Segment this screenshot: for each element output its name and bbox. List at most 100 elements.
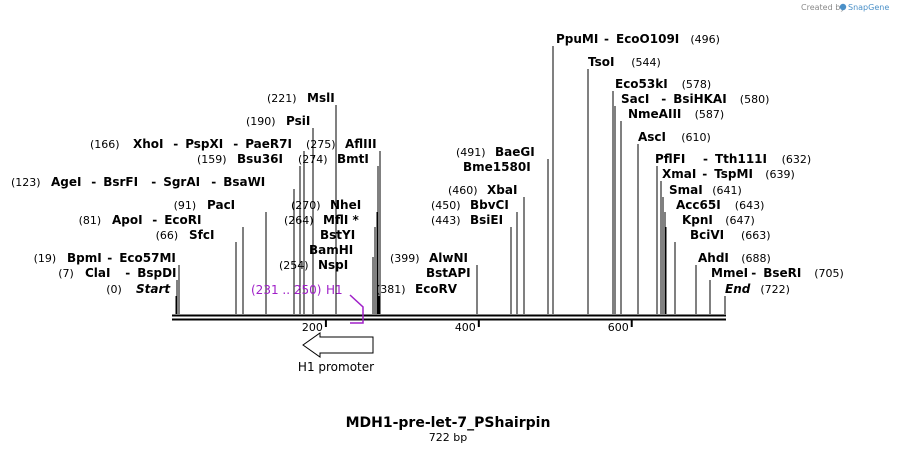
site-position: (254)	[279, 259, 309, 272]
site-position: (123)	[11, 176, 41, 189]
enzyme-name: ClaI	[85, 266, 110, 280]
map-length: 722 bp	[429, 431, 467, 444]
enzyme-name: Start	[136, 282, 171, 296]
enzyme-name: BamHI	[309, 243, 353, 257]
site-position: (643)	[735, 199, 765, 212]
enzyme-name: PaeR7I	[245, 137, 292, 151]
site-position: (632)	[782, 153, 812, 166]
enzyme-name: NmeAIII	[628, 107, 681, 121]
site-label-bmti: (274) BmtI	[298, 152, 369, 166]
enzyme-name: AgeI	[51, 175, 81, 189]
site-position: (399)	[390, 252, 420, 265]
site-position: (159)	[197, 153, 227, 166]
enzyme-name: MslI	[307, 91, 335, 105]
site-label-xmai: XmaI - TspMI (639)	[662, 167, 795, 181]
site-label-psii: (190) PsiI	[246, 114, 310, 128]
enzyme-name: KpnI	[682, 213, 713, 227]
site-position: (450)	[431, 199, 461, 212]
enzyme-name: AflIII	[345, 137, 377, 151]
site-label-ahdi: AhdI (688)	[698, 251, 771, 265]
promoter-arrow-icon	[302, 332, 374, 358]
site-position: (66)	[156, 229, 179, 242]
enzyme-name: TsoI	[588, 55, 614, 69]
site-label-baegi: (491) BaeGI	[456, 145, 535, 159]
enzyme-name: PsiI	[286, 114, 310, 128]
enzyme-name: PspXI	[185, 137, 223, 151]
site-position: (274)	[298, 153, 328, 166]
site-label-bsiei: (443) BsiEI	[431, 213, 503, 227]
enzyme-name: MmeI	[711, 266, 748, 280]
site-label-bsu36i: (159) Bsu36I	[197, 152, 283, 166]
enzyme-name: BstYI	[320, 228, 355, 242]
map-title-block: MDH1-pre-let-7_PShairpin 722 bp	[346, 415, 551, 444]
enzyme-name: NheI	[330, 198, 361, 212]
enzyme-name: SacI	[621, 92, 649, 106]
enzyme-name: BsrFI	[103, 175, 138, 189]
site-position: (610)	[681, 131, 711, 144]
site-label-clai: (7) ClaI - BspDI	[58, 266, 176, 280]
site-position: (270)	[291, 199, 321, 212]
site-label-agei: (123) AgeI - BsrFI - SgrAI - BsaWI	[11, 175, 265, 189]
site-label-bamhi: BamHI	[309, 243, 353, 257]
enzyme-name: XhoI	[133, 137, 164, 151]
enzyme-name: SmaI	[669, 183, 703, 197]
credit-brand: SnapGene	[848, 3, 889, 12]
map-title: MDH1-pre-let-7_PShairpin	[346, 415, 551, 431]
site-position: (166)	[90, 138, 120, 151]
site-label-tsoi: TsoI (544)	[588, 55, 661, 69]
h1-range-label: (231 .. 250)	[251, 283, 321, 297]
site-position: (544)	[631, 56, 661, 69]
name-separator: -	[604, 32, 609, 46]
enzyme-name: BmtI	[337, 152, 369, 166]
enzyme-name: XmaI	[662, 167, 696, 181]
site-labels: (0) Start(7) ClaI - BspDI(19) BpmI - Eco57MI(66…	[11, 32, 844, 296]
site-label-start: (0) Start	[106, 282, 171, 296]
site-position: (647)	[725, 214, 755, 227]
site-position: (722)	[760, 283, 790, 296]
site-label-kpni: KpnI (647)	[682, 213, 755, 227]
enzyme-name: NspI	[318, 258, 348, 272]
site-label-bstyi: BstYI	[320, 228, 355, 242]
h1-region-bracket	[349, 294, 364, 324]
h1-region-label: H1	[326, 283, 343, 297]
enzyme-name: SfcI	[189, 228, 214, 242]
site-label-paci: (91) PacI	[174, 198, 236, 212]
enzyme-name: BaeGI	[495, 145, 535, 159]
enzyme-name: BpmI	[67, 251, 102, 265]
name-separator: -	[702, 167, 707, 181]
name-separator: -	[152, 213, 157, 227]
site-label-nmeaiii: NmeAIII (587)	[628, 107, 724, 121]
enzyme-name: BsiHKAI	[673, 92, 727, 106]
site-label-apoi: (81) ApoI - EcoRI	[79, 213, 202, 227]
site-label-msli: (221) MslI	[267, 91, 335, 105]
enzyme-name: PacI	[207, 198, 235, 212]
site-position: (491)	[456, 146, 486, 159]
site-position: (81)	[79, 214, 102, 227]
name-separator: -	[661, 92, 666, 106]
site-position: (443)	[431, 214, 461, 227]
site-position: (19)	[34, 252, 57, 265]
enzyme-name: EcoO109I	[616, 32, 679, 46]
site-label-mfli: (264) MflI *	[284, 213, 359, 227]
enzyme-name: PpuMI	[556, 32, 598, 46]
name-separator: -	[211, 175, 216, 189]
enzyme-name: Tth111I	[715, 152, 767, 166]
site-label-bpmi: (19) BpmI - Eco57MI	[34, 251, 176, 265]
site-label-acc65i: Acc65I (643)	[676, 198, 764, 212]
site-label-afliii: (275) AflIII	[306, 137, 377, 151]
site-position: (641)	[712, 184, 742, 197]
site-position: (496)	[690, 33, 720, 46]
site-position: (705)	[814, 267, 844, 280]
enzyme-name: BspDI	[137, 266, 176, 280]
site-position: (7)	[58, 267, 74, 280]
site-label-bstapi: BstAPI	[426, 266, 471, 280]
site-label-nhei: (270) NheI	[291, 198, 361, 212]
backbone	[172, 314, 726, 321]
site-label-bcivi: BciVI (663)	[690, 228, 771, 242]
site-label-alwni: (399) AlwNI	[390, 251, 468, 265]
site-position: (91)	[174, 199, 197, 212]
site-label-nspi: (254) NspI	[279, 258, 348, 272]
enzyme-name: BsiEI	[470, 213, 503, 227]
enzyme-name: AhdI	[698, 251, 729, 265]
site-position: (578)	[682, 78, 712, 91]
